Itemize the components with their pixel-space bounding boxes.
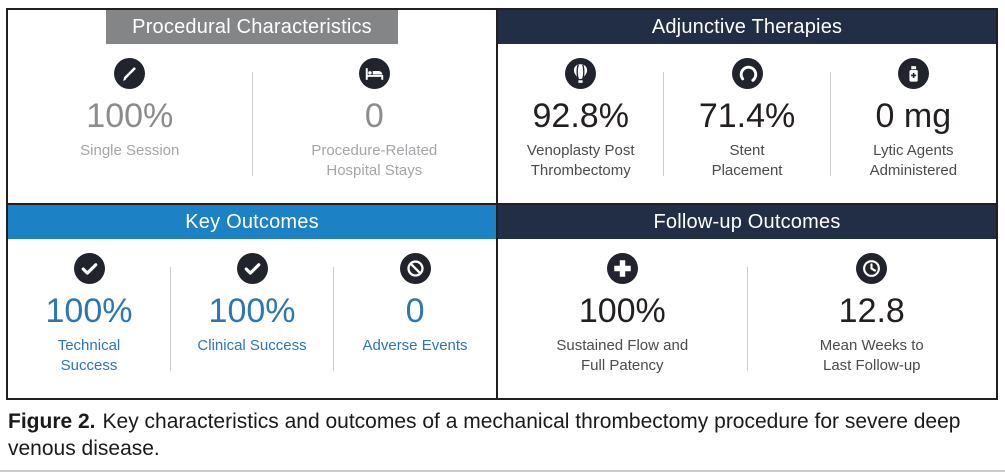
stat-label: Sustained Flow and Full Patency xyxy=(556,337,689,374)
stat-venoplasty: 92.8% Venoplasty Post Thrombectomy xyxy=(498,44,663,203)
stat-lytic-agents: 0 mg Lytic Agents Administered xyxy=(831,44,996,203)
figure-caption-text: Key characteristics and outcomes of a me… xyxy=(8,410,961,461)
figure-caption: Figure 2. Key characteristics and outcome… xyxy=(8,408,1000,463)
panel-header-procedural: Procedural Characteristics xyxy=(8,10,497,44)
panel-title-procedural: Procedural Characteristics xyxy=(105,10,399,44)
right-column: Adjunctive Therapies 92.8% Venoplasty Po… xyxy=(496,10,996,398)
stat-technical-success: 100% Technical Success xyxy=(8,239,170,398)
stat-value: 100% xyxy=(208,292,296,330)
medical-cross-icon xyxy=(606,253,638,284)
checkmark-icon xyxy=(236,253,268,284)
stat-value: 100% xyxy=(578,292,666,330)
stat-label: Procedure-Related Hospital Stays xyxy=(311,142,438,179)
stat-value: 100% xyxy=(45,292,133,330)
balloon-icon xyxy=(565,58,597,89)
panel-key-outcomes: 100% Technical Success 100% Clinical Suc… xyxy=(8,239,496,398)
stat-value: 0 mg xyxy=(875,97,952,135)
stat-label: Technical Success xyxy=(57,337,121,374)
no-symbol-icon xyxy=(399,253,431,284)
stat-adverse-events: 0 Adverse Events xyxy=(334,239,496,398)
panel-follow-up: 100% Sustained Flow and Full Patency 12.… xyxy=(498,239,996,398)
stat-divider xyxy=(333,266,335,371)
stat-value: 0 xyxy=(405,292,425,330)
stat-mean-weeks: 12.8 Mean Weeks to Last Follow-up xyxy=(748,239,996,398)
figure-caption-label: Figure 2. xyxy=(8,410,96,433)
stat-sustained-flow: 100% Sustained Flow and Full Patency xyxy=(498,239,746,398)
stat-label: Adverse Events xyxy=(362,337,468,355)
page-rule-divider xyxy=(0,470,1005,472)
medicine-bottle-icon xyxy=(897,58,929,89)
panel-header-adjunctive: Adjunctive Therapies xyxy=(498,10,996,44)
stat-value: 92.8% xyxy=(532,97,629,135)
stat-value: 71.4% xyxy=(698,97,796,135)
pencil-icon xyxy=(114,58,146,89)
bed-icon xyxy=(358,58,390,89)
panel-adjunctive: 92.8% Venoplasty Post Thrombectomy 71.4%… xyxy=(498,44,996,203)
stat-label: Stent Placement xyxy=(711,142,783,179)
stat-divider xyxy=(746,266,748,371)
stat-divider xyxy=(663,71,665,176)
stat-divider xyxy=(251,71,253,176)
stat-label: Venoplasty Post Thrombectomy xyxy=(526,142,635,179)
stat-single-session: 100% Single Session xyxy=(8,44,252,203)
stent-icon xyxy=(731,58,763,89)
panel-title-follow-up: Follow-up Outcomes xyxy=(653,210,841,233)
stat-clinical-success: 100% Clinical Success xyxy=(171,239,333,398)
stat-label: Lytic Agents Administered xyxy=(869,142,958,179)
panel-title-adjunctive: Adjunctive Therapies xyxy=(651,15,843,38)
panel-header-follow-up: Follow-up Outcomes xyxy=(498,203,996,239)
panel-header-key-outcomes: Key Outcomes xyxy=(8,203,497,239)
figure-2-infographic: Procedural Characteristics 100% Single S… xyxy=(6,8,998,400)
panel-procedural: 100% Single Session 0 Procedure-Related … xyxy=(8,44,496,203)
checkmark-icon xyxy=(73,253,105,284)
stat-label: Mean Weeks to Last Follow-up xyxy=(819,337,924,374)
panel-title-key-outcomes: Key Outcomes xyxy=(185,210,319,233)
stat-value: 12.8 xyxy=(838,292,905,330)
stat-stent-placement: 71.4% Stent Placement xyxy=(664,44,829,203)
clock-icon xyxy=(856,253,888,284)
stat-value: 100% xyxy=(86,97,174,135)
stat-divider xyxy=(170,266,172,371)
stat-label: Single Session xyxy=(80,142,180,160)
stat-hospital-stays: 0 Procedure-Related Hospital Stays xyxy=(253,44,497,203)
stat-divider xyxy=(829,71,831,176)
stat-label: Clinical Success xyxy=(197,337,307,355)
stat-value: 0 xyxy=(364,97,384,135)
left-column: Procedural Characteristics 100% Single S… xyxy=(8,10,497,398)
